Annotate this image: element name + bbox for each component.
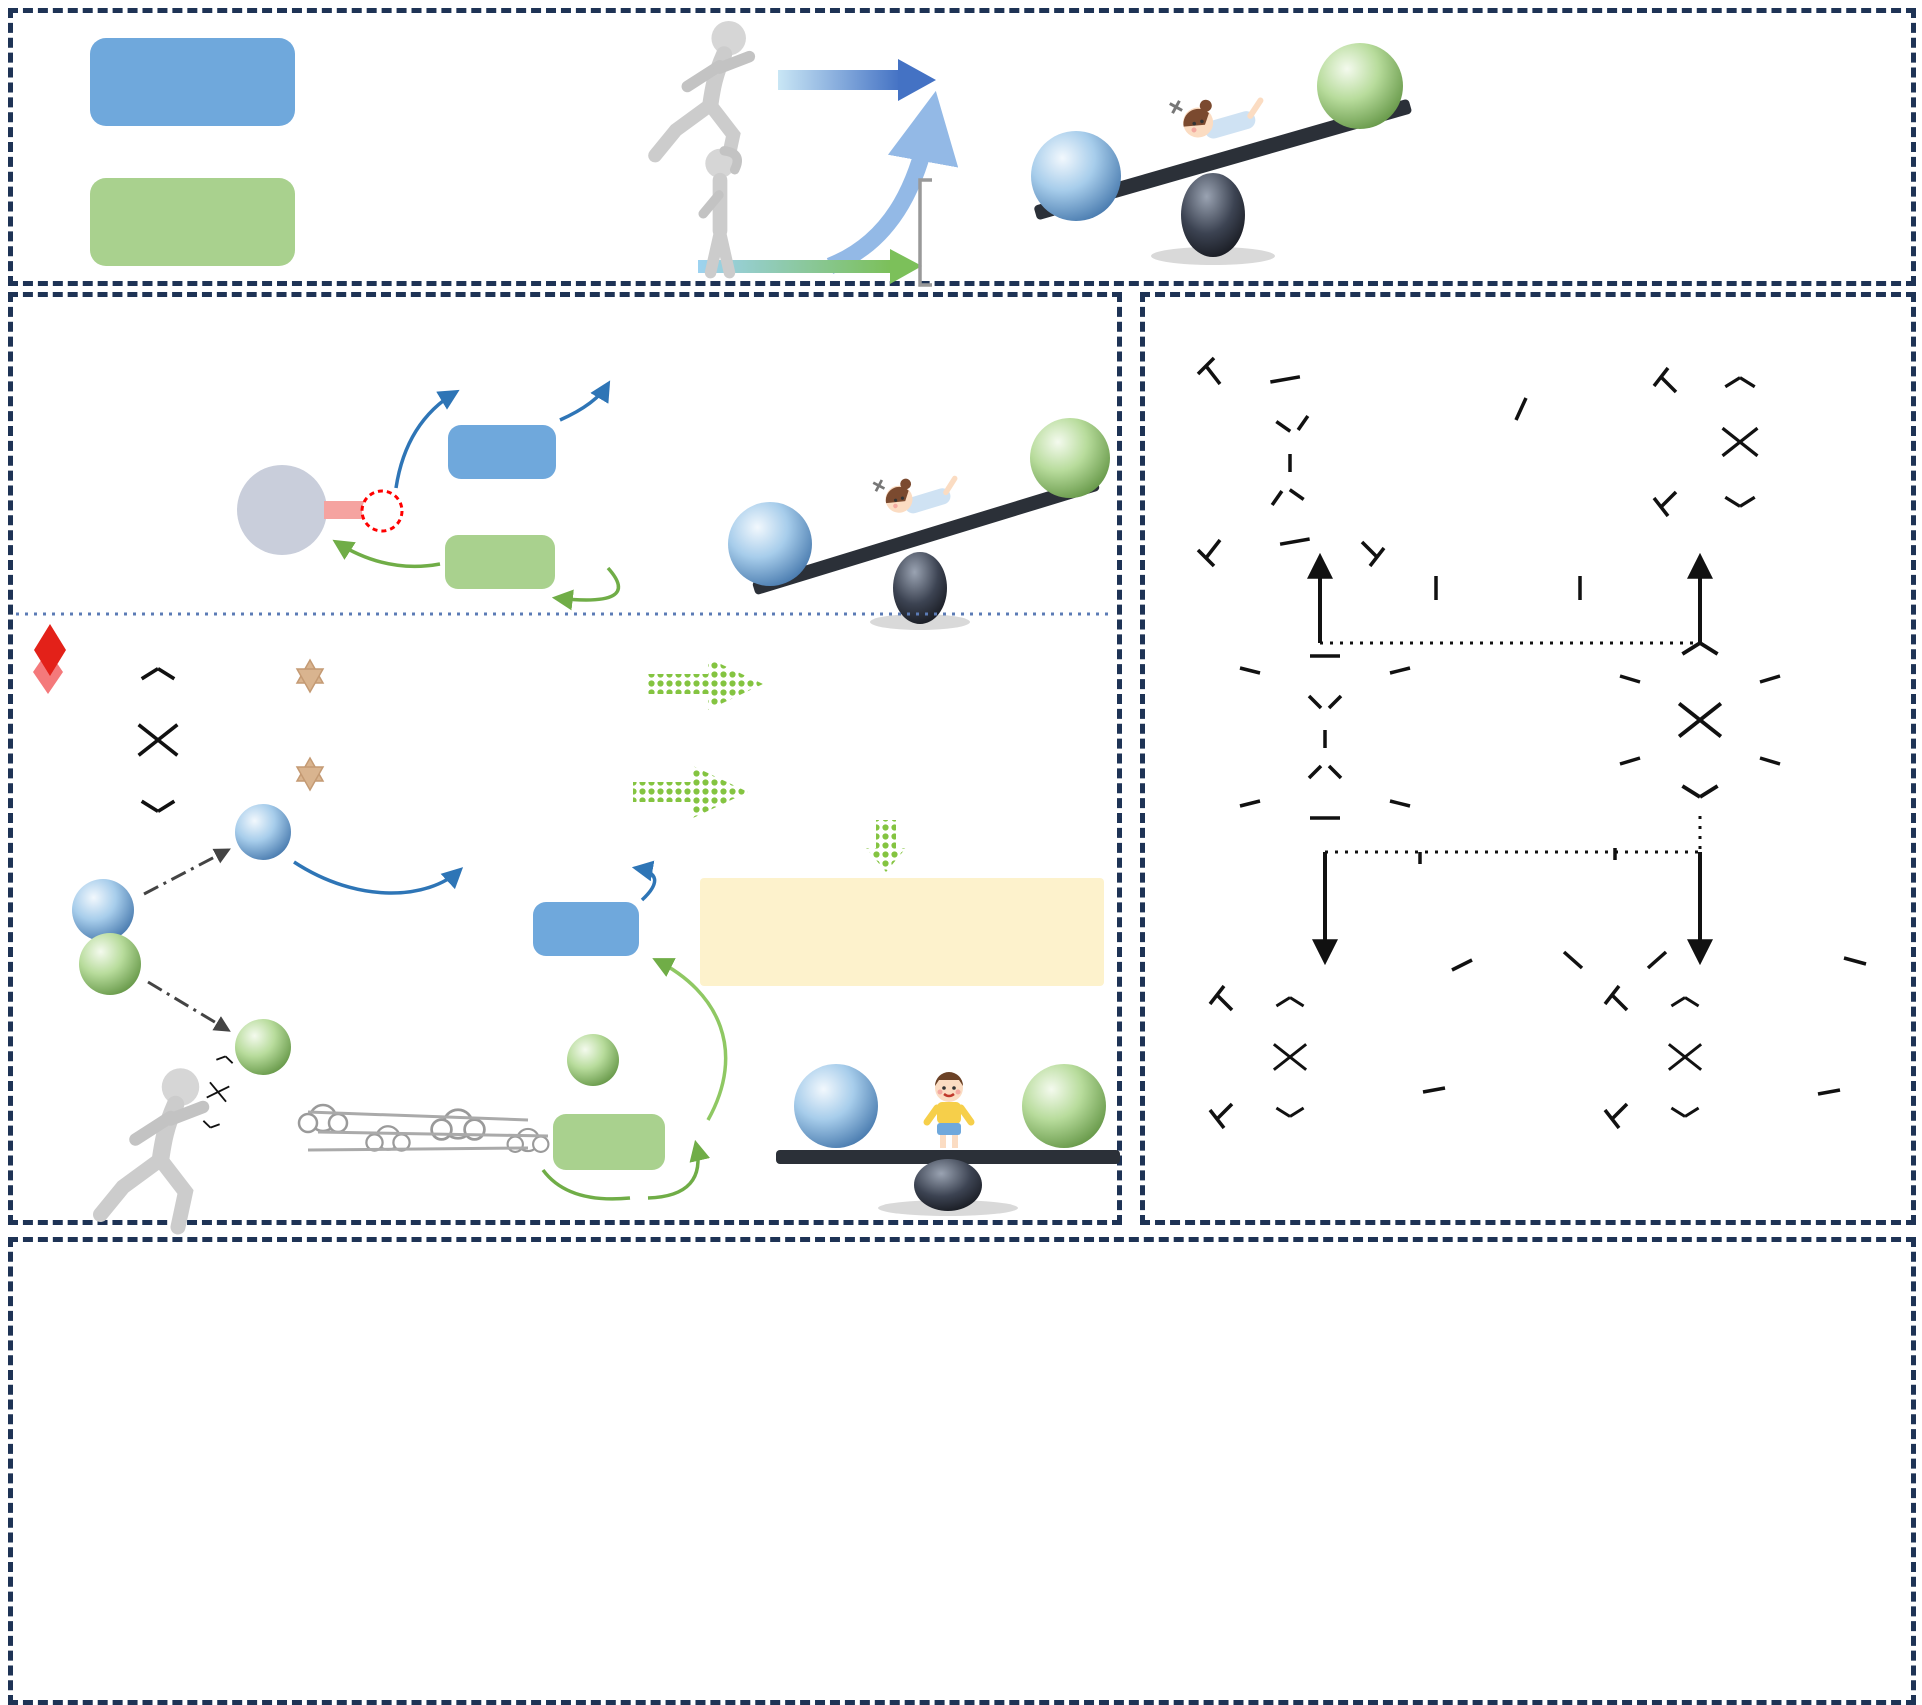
wor-box — [90, 178, 295, 266]
products-bracket — [918, 178, 932, 287]
panel-a — [8, 8, 1916, 286]
electron-separation-arrow — [143, 848, 231, 896]
meta-diethynylbenzene-reagent — [1418, 852, 1473, 972]
green-pixel-arrow-2 — [633, 766, 748, 818]
seesaw-unbalanced — [1031, 43, 1412, 265]
h-to-o2-arrow — [394, 389, 460, 489]
orr-box-2 — [448, 425, 556, 479]
proton-reservoir-circle — [237, 465, 327, 555]
wor-box-2 — [445, 535, 555, 589]
nmr-chart — [660, 1243, 1305, 1693]
hole-ball-2 — [567, 1034, 619, 1086]
free-hole-ball — [235, 1019, 291, 1075]
electron-ball — [72, 879, 134, 941]
green-pixel-arrow-down — [866, 820, 906, 872]
result-box — [700, 878, 1104, 986]
orr-fast-arrow — [778, 70, 900, 90]
tetrabromospirobifluorene-monomer — [1619, 641, 1781, 799]
tbsf1-polymer-structure — [1652, 366, 1760, 518]
triethynylbenzene-reagent — [1562, 848, 1668, 970]
panel-b-graphics — [16, 380, 1120, 1216]
tbcb-polymer-structure — [1196, 356, 1528, 568]
green-pixel-arrow-1 — [648, 658, 763, 710]
tetrabromobicarbazole-monomer — [1239, 654, 1411, 820]
hole-ball — [79, 933, 141, 995]
tbsf2-polymer-structure — [1208, 984, 1446, 1130]
hole-separation-arrow — [147, 980, 231, 1032]
red-diamond-icon — [34, 624, 66, 676]
h2o-to-wor-arrow — [551, 566, 621, 611]
wor-products-arrow — [698, 260, 890, 273]
ftir-chart — [14, 1243, 654, 1693]
tbsf3-polymer-structure — [1603, 956, 1867, 1130]
free-electron-ball — [235, 804, 291, 860]
orr2-to-h2o2-arrow — [631, 860, 657, 902]
electron-to-o2-arrow — [293, 860, 464, 895]
panel-c-graphics — [1196, 356, 1867, 1130]
orr-ball — [1031, 131, 1121, 221]
hplus-to-pr-arrow — [332, 539, 441, 569]
orr-box-3 — [533, 902, 639, 956]
panel-def — [8, 1237, 1916, 1705]
seesaw-balanced — [776, 1064, 1120, 1216]
panel-c — [1140, 292, 1916, 1225]
wor-to-hplus-arrow — [647, 1139, 711, 1200]
panel-a-graphics — [8, 8, 1412, 287]
proton-circle — [360, 489, 404, 533]
hplus-supply-arrow — [652, 958, 728, 1121]
panel-b — [8, 292, 1122, 1225]
seesaw-unbalanced-2 — [728, 418, 1110, 630]
isotherm-chart — [1310, 1243, 1915, 1693]
wor-box-3 — [553, 1114, 665, 1170]
wor-ball — [1317, 43, 1403, 129]
wor-slow-curved-arrow — [826, 90, 959, 274]
orr-to-h2o2-arrow — [559, 380, 611, 422]
diethynylbenzene-reagent — [1434, 576, 1582, 600]
orr-box — [90, 38, 295, 126]
fulcrum-ball — [1181, 173, 1245, 257]
